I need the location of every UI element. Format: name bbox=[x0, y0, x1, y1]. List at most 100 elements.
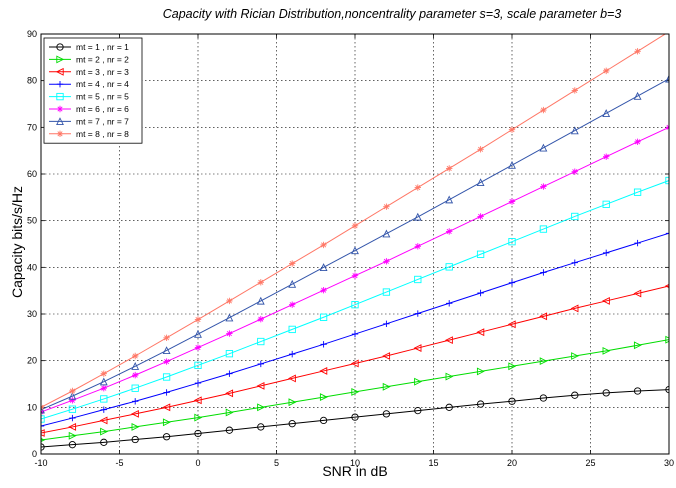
data-point bbox=[130, 409, 139, 418]
data-point bbox=[319, 367, 328, 375]
data-point bbox=[539, 357, 548, 366]
data-point bbox=[633, 289, 642, 298]
series-line bbox=[41, 285, 669, 434]
data-point bbox=[601, 297, 610, 305]
data-point bbox=[288, 279, 297, 288]
series-7 bbox=[41, 74, 669, 414]
data-point bbox=[477, 146, 484, 153]
data-point bbox=[99, 416, 108, 425]
data-point bbox=[41, 443, 45, 451]
data-point bbox=[603, 249, 610, 257]
data-point bbox=[131, 423, 140, 431]
data-point bbox=[131, 435, 139, 444]
data-point bbox=[319, 416, 328, 425]
y-tick-label: 80 bbox=[27, 76, 37, 86]
series-6 bbox=[41, 124, 669, 416]
data-point bbox=[539, 312, 548, 321]
data-point bbox=[225, 426, 234, 434]
series-5 bbox=[41, 176, 669, 423]
legend-label: mt = 4 , nr = 4 bbox=[76, 79, 129, 89]
data-point bbox=[508, 279, 516, 286]
data-point bbox=[100, 406, 107, 413]
legend-box bbox=[43, 37, 143, 144]
data-point bbox=[226, 370, 233, 377]
data-point bbox=[351, 246, 359, 255]
y-tick-label: 20 bbox=[27, 356, 37, 366]
data-point bbox=[571, 352, 580, 360]
data-point bbox=[162, 418, 171, 427]
data-point bbox=[633, 91, 642, 100]
data-point bbox=[570, 126, 579, 135]
plot-area: -10 -5 0 5 10 15 20 25 30 0 10 20 30 40 50 60 70 80 90 bbox=[27, 29, 674, 468]
data-point bbox=[193, 396, 202, 405]
series-2 bbox=[41, 335, 669, 443]
data-point bbox=[351, 272, 359, 279]
data-point bbox=[257, 423, 265, 431]
data-point bbox=[162, 403, 171, 412]
data-point bbox=[194, 379, 202, 387]
data-point bbox=[445, 263, 453, 271]
data-point bbox=[603, 67, 610, 75]
data-point bbox=[132, 398, 139, 405]
data-point bbox=[194, 344, 202, 351]
legend: mt = 1 , nr = 1 mt = 2 , nr = 2 mt = 3 , n… bbox=[43, 37, 143, 144]
data-point bbox=[100, 438, 108, 446]
data-point bbox=[163, 389, 170, 396]
data-point bbox=[41, 429, 45, 437]
series-3 bbox=[41, 283, 669, 437]
data-point bbox=[508, 198, 516, 205]
x-tick-label: 25 bbox=[585, 458, 595, 468]
data-point bbox=[131, 384, 139, 392]
data-point bbox=[540, 269, 547, 276]
data-point bbox=[99, 377, 108, 386]
data-point bbox=[382, 288, 391, 296]
data-point bbox=[414, 406, 422, 415]
data-point bbox=[571, 259, 578, 266]
data-point bbox=[350, 359, 359, 368]
data-point bbox=[225, 350, 234, 358]
data-point bbox=[445, 403, 453, 411]
data-point bbox=[162, 373, 171, 381]
data-point bbox=[287, 374, 296, 383]
data-point bbox=[383, 320, 390, 327]
data-point bbox=[571, 212, 579, 221]
data-point bbox=[162, 433, 171, 441]
data-point bbox=[413, 212, 422, 221]
data-point bbox=[602, 109, 611, 117]
x-tick-label: 10 bbox=[350, 458, 360, 468]
y-tick-label: 50 bbox=[27, 216, 37, 226]
data-point bbox=[351, 413, 359, 421]
data-point bbox=[633, 387, 642, 395]
data-point bbox=[41, 405, 45, 414]
series-1 bbox=[41, 385, 669, 451]
x-tick-label: -5 bbox=[115, 458, 123, 468]
chart-title: Capacity with Rician Distribution,noncen… bbox=[163, 7, 622, 21]
data-point bbox=[383, 258, 390, 265]
data-point bbox=[634, 138, 641, 145]
legend-marker bbox=[56, 92, 64, 101]
data-point bbox=[634, 48, 641, 55]
data-point bbox=[257, 403, 266, 412]
y-tick-label: 70 bbox=[27, 122, 37, 132]
data-point bbox=[414, 377, 423, 386]
data-point bbox=[257, 279, 264, 286]
data-point bbox=[289, 260, 296, 267]
data-point bbox=[68, 423, 77, 431]
data-point bbox=[256, 381, 265, 390]
data-point bbox=[68, 391, 77, 400]
legend-label: mt = 1 , nr = 1 bbox=[76, 42, 129, 52]
data-point bbox=[476, 250, 485, 258]
data-point bbox=[633, 188, 642, 196]
data-point bbox=[539, 225, 548, 233]
x-tick-label: 5 bbox=[274, 458, 279, 468]
data-point bbox=[508, 126, 516, 133]
data-point bbox=[288, 398, 297, 407]
legend-marker bbox=[56, 43, 64, 51]
data-point bbox=[194, 329, 202, 338]
data-point bbox=[69, 387, 76, 395]
data-point bbox=[351, 388, 360, 396]
data-point bbox=[163, 334, 170, 341]
data-point bbox=[446, 165, 453, 172]
data-point bbox=[571, 168, 578, 175]
